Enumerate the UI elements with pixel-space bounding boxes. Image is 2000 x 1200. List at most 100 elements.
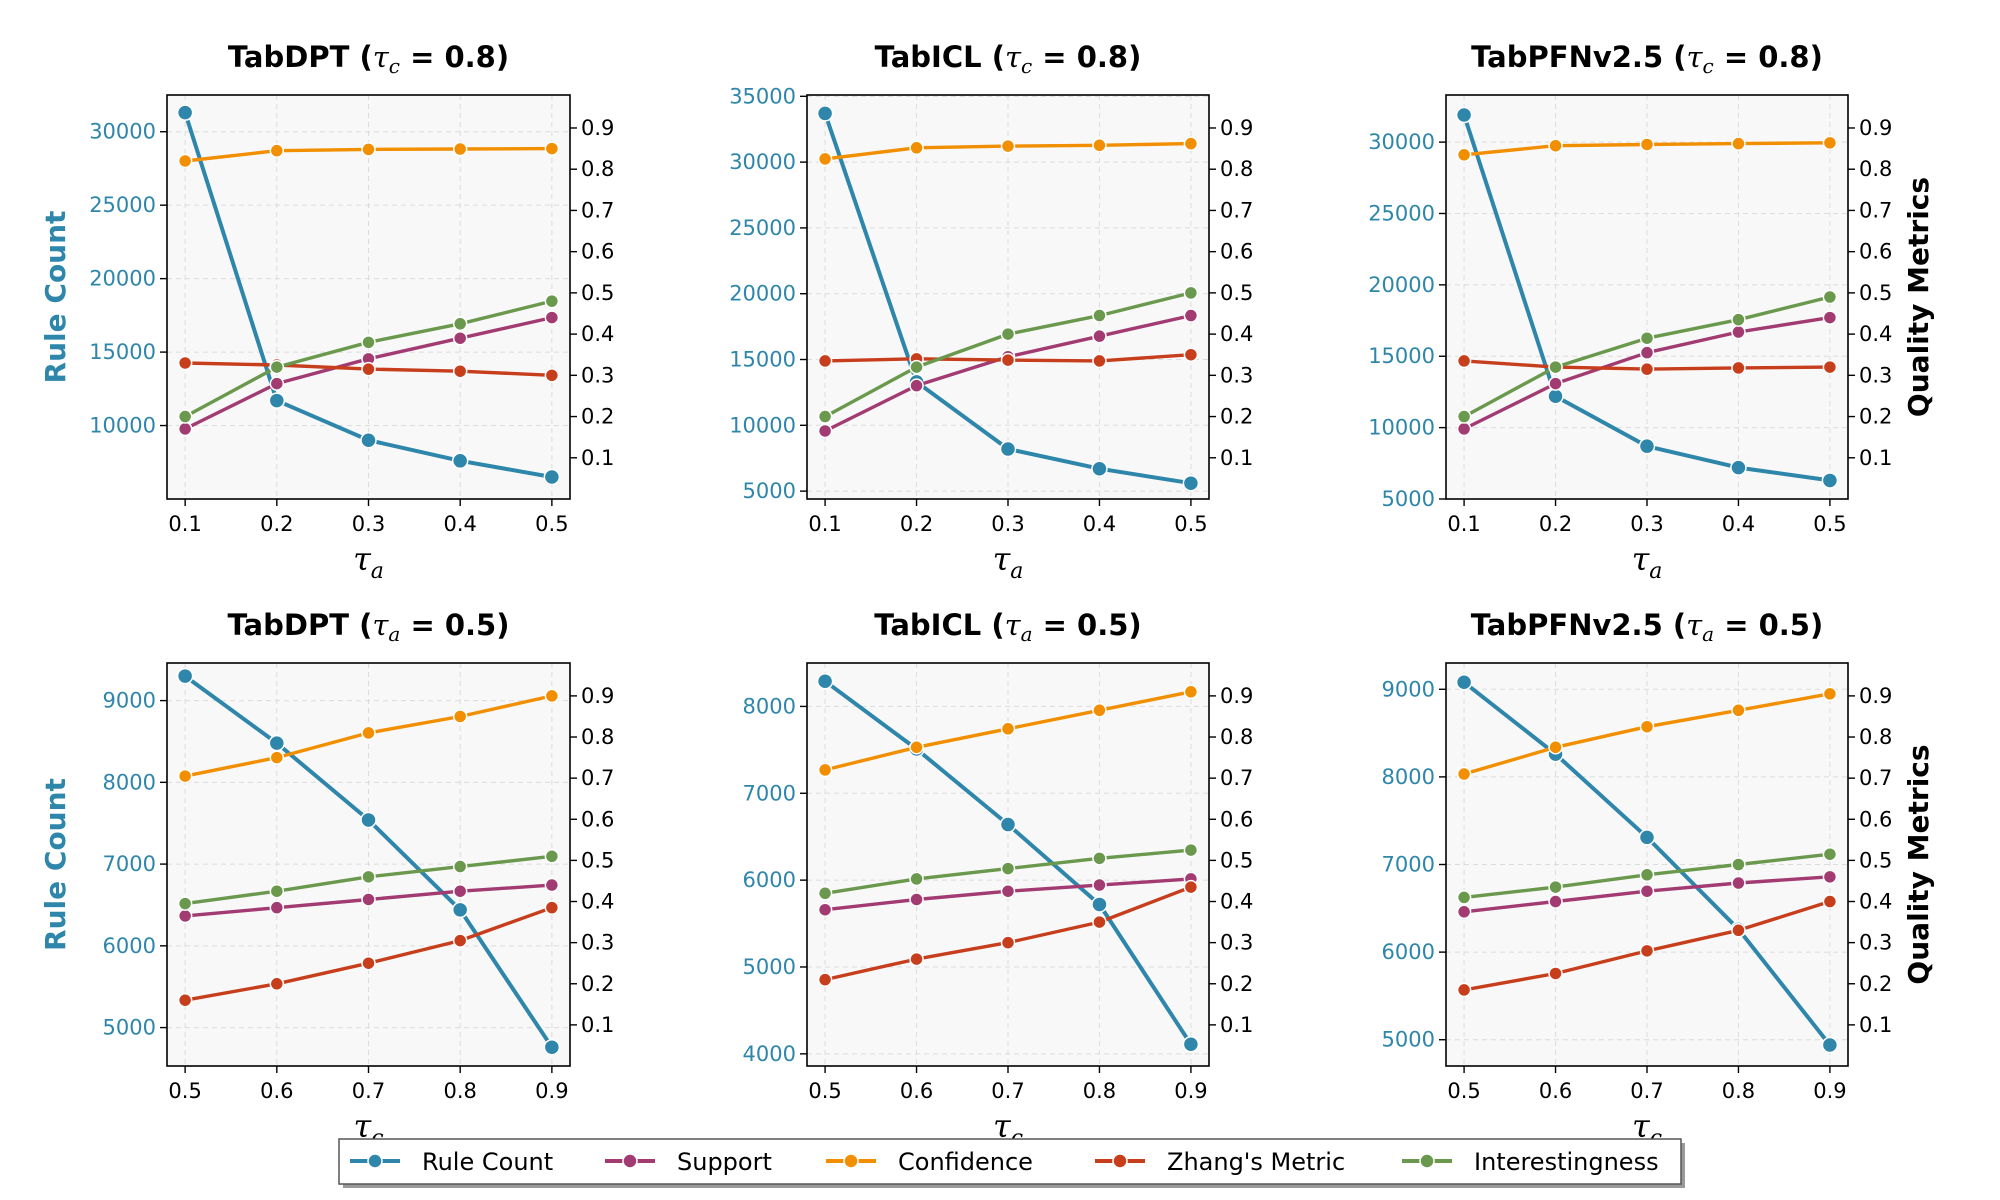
point-interestingness	[544, 849, 560, 864]
point-rule_count	[1547, 387, 1564, 405]
tick-label-x: 0.4	[1722, 512, 1755, 536]
point-rule_count	[816, 105, 834, 122]
tick-label-x: 0.2	[260, 512, 293, 536]
point-rule_count	[176, 104, 194, 121]
point-support	[269, 376, 285, 391]
point-interestingness	[177, 896, 193, 911]
tick-label-right: 0.6	[581, 807, 614, 831]
series-rule_count	[176, 667, 561, 1056]
series-interestingness	[1456, 289, 1838, 424]
panel-title: TabDPT (τa = 0.5)	[228, 608, 510, 646]
tick-label-right: 0.5	[1220, 848, 1253, 872]
tick-label-right: 0.5	[1859, 281, 1892, 305]
point-rule_count	[999, 440, 1017, 458]
point-rule_count	[1638, 437, 1656, 455]
point-support	[1092, 877, 1107, 893]
tick-label-x: 0.8	[1722, 1079, 1755, 1103]
point-rule_count	[1638, 829, 1656, 846]
tick-label-left: 5000	[743, 955, 796, 979]
tick-label-right: 0.9	[1859, 684, 1892, 708]
series-interestingness	[817, 285, 1199, 424]
point-interestingness	[1456, 890, 1472, 905]
tick-label-right: 0.7	[1859, 198, 1892, 222]
point-interestingness	[1000, 861, 1016, 876]
tick-label-left: 25000	[89, 193, 156, 217]
series-confidence	[817, 136, 1199, 167]
point-interestingness	[452, 316, 468, 332]
y-axis-label-left: Rule Count	[39, 211, 72, 384]
point-zhang	[1000, 352, 1016, 368]
point-interestingness	[1822, 846, 1838, 862]
point-support	[1456, 421, 1472, 437]
point-zhang	[909, 951, 924, 967]
panel-p1: 10000 15000 20000 25000 30000 0.1 0.2 0.3 0.4 0.5…	[39, 40, 614, 584]
tick-label-x: 0.5	[1174, 512, 1207, 536]
point-rule_count	[268, 734, 286, 752]
tick-label-x: 0.2	[1539, 512, 1572, 536]
point-interestingness	[361, 869, 376, 885]
point-zhang	[1822, 359, 1838, 375]
point-rule_count	[1455, 106, 1473, 124]
legend-box	[338, 1138, 1682, 1185]
tick-label-right: 0.7	[581, 766, 614, 790]
point-support	[1639, 883, 1655, 899]
point-support	[361, 892, 376, 907]
point-interestingness	[269, 883, 285, 899]
tick-label-right: 0.3	[1859, 931, 1892, 955]
panel-p3: 5000 10000 15000 20000 25000 30000 0.1 0.2 0.3 0.…	[1368, 40, 1935, 584]
tick-label-x: 0.5	[1813, 512, 1846, 536]
point-zhang	[817, 972, 833, 987]
tick-label-left: 6000	[103, 934, 156, 958]
series-support	[1456, 310, 1838, 437]
tick-label-right: 0.6	[1220, 240, 1253, 264]
point-confidence	[1548, 740, 1563, 755]
point-rule_count	[176, 667, 194, 685]
point-support	[1822, 310, 1838, 325]
point-zhang	[1639, 361, 1655, 377]
tick-label-left: 10000	[89, 414, 156, 438]
point-interestingness	[1183, 285, 1199, 301]
tick-label-right: 0.2	[1859, 972, 1892, 996]
tick-label-right: 0.3	[581, 931, 614, 955]
tick-label-left: 9000	[1382, 677, 1435, 701]
point-support	[544, 310, 560, 325]
legend-entry-rule_count: Rule Count	[350, 1148, 553, 1176]
series-confidence	[177, 688, 560, 784]
legend: Rule Count Support Confidence Zhang's Metri…	[338, 1138, 1685, 1188]
series-rule_count	[816, 672, 1200, 1053]
y-axis-label-left: Rule Count	[39, 778, 72, 951]
legend-swatch-marker	[622, 1153, 638, 1169]
tick-label-left: 8000	[1382, 765, 1435, 789]
point-confidence	[177, 153, 193, 169]
tick-label-right: 0.9	[581, 684, 614, 708]
tick-label-left: 6000	[743, 868, 796, 892]
point-rule_count	[999, 816, 1017, 833]
point-rule_count	[1182, 1036, 1200, 1053]
panel-title: TabICL (τa = 0.5)	[874, 608, 1141, 646]
x-axis-label: τa	[993, 540, 1024, 584]
tick-label-right: 0.9	[1859, 116, 1892, 140]
tick-label-right: 0.4	[1859, 890, 1892, 914]
point-rule_count	[543, 468, 561, 486]
legend-swatch-marker	[367, 1153, 383, 1169]
series-confidence	[817, 684, 1199, 778]
point-confidence	[1456, 147, 1472, 163]
tick-label-left: 4000	[743, 1042, 796, 1066]
tick-label-right: 0.1	[1859, 446, 1892, 470]
point-confidence	[1731, 703, 1746, 718]
point-confidence	[817, 762, 833, 778]
tick-label-left: 25000	[729, 216, 796, 240]
point-confidence	[1548, 138, 1563, 153]
point-support	[177, 908, 193, 924]
point-support	[909, 892, 924, 907]
tick-label-right: 0.2	[581, 972, 614, 996]
point-zhang	[1183, 347, 1199, 362]
point-rule_count	[1821, 472, 1839, 489]
series-zhang	[177, 355, 560, 383]
tick-label-left: 10000	[1368, 416, 1435, 440]
point-zhang	[544, 900, 560, 915]
tick-label-left: 8000	[103, 770, 156, 794]
tick-label-right: 0.2	[1220, 405, 1253, 429]
point-confidence	[1183, 684, 1199, 700]
tick-label-right: 0.6	[1859, 240, 1892, 264]
